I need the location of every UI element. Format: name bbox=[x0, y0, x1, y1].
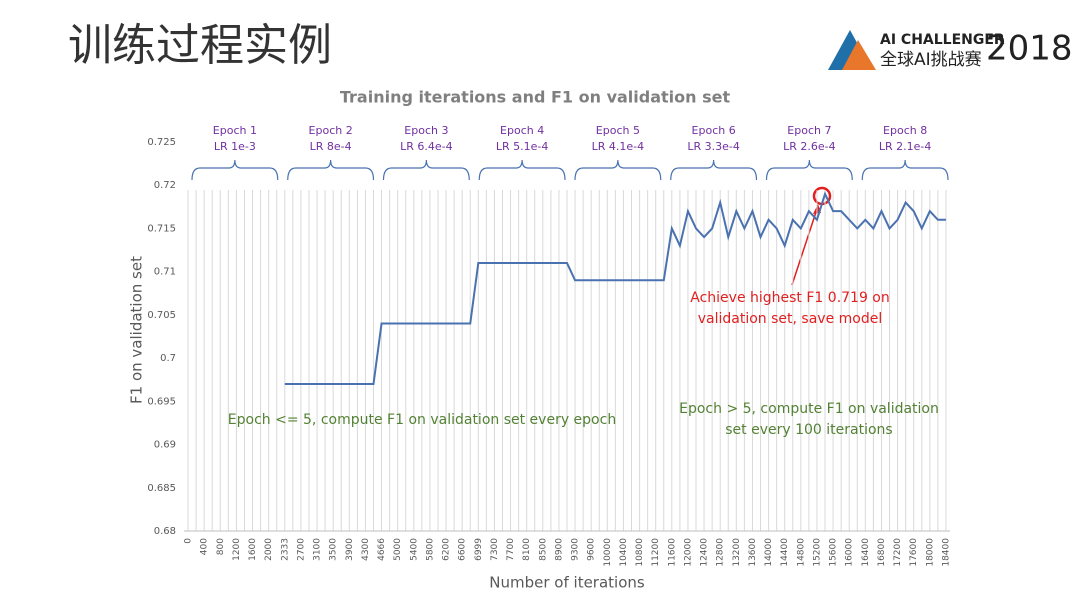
epoch-lr: LR 2.6e-4 bbox=[783, 140, 836, 153]
x-tick-label: 400 bbox=[200, 538, 210, 555]
epoch-brace bbox=[574, 159, 662, 181]
x-tick-label: 11200 bbox=[651, 538, 661, 567]
logo-mark bbox=[842, 40, 876, 70]
y-tick-label: 0.71 bbox=[154, 267, 176, 278]
x-tick-label: 5800 bbox=[425, 538, 435, 561]
x-tick-label: 12400 bbox=[700, 538, 710, 567]
x-tick-label: 16400 bbox=[861, 538, 871, 567]
x-tick-label: 6600 bbox=[458, 538, 468, 561]
x-tick-label: 1600 bbox=[248, 538, 258, 561]
y-axis-label: F1 on validation set bbox=[128, 256, 146, 404]
annotation: Epoch > 5, compute F1 on validation bbox=[679, 401, 939, 417]
epoch-brace bbox=[861, 159, 949, 181]
x-tick-label: 13600 bbox=[748, 538, 758, 567]
data-line bbox=[284, 191, 946, 386]
x-tick-label: 12800 bbox=[716, 538, 726, 567]
x-tick-label: 3900 bbox=[345, 538, 355, 561]
epoch-brace bbox=[478, 159, 566, 181]
x-tick-label: 10000 bbox=[603, 538, 613, 567]
x-tick-label: 9300 bbox=[571, 538, 581, 561]
x-tick-label: 18000 bbox=[925, 538, 935, 567]
slide-title: 训练过程实例 bbox=[68, 20, 332, 71]
epoch-lr: LR 4.1e-4 bbox=[592, 140, 645, 153]
x-tick-label: 4666 bbox=[377, 538, 387, 561]
x-tick-label: 7300 bbox=[490, 538, 500, 561]
epoch-label: Epoch 1 bbox=[213, 124, 257, 137]
x-tick-label: 11600 bbox=[667, 538, 677, 567]
x-tick-label: 6999 bbox=[474, 538, 484, 561]
x-tick-label: 6200 bbox=[442, 538, 452, 561]
y-tick-label: 0.715 bbox=[147, 223, 176, 234]
arrow bbox=[791, 205, 819, 286]
x-tick-label: 5400 bbox=[409, 538, 419, 561]
logo-text: AI CHALLENGER bbox=[880, 32, 1005, 48]
epoch-brace bbox=[287, 159, 375, 181]
x-tick-label: 1200 bbox=[232, 538, 242, 561]
x-tick-label: 17600 bbox=[909, 538, 919, 567]
x-tick-label: 2000 bbox=[264, 538, 274, 561]
x-tick-label: 2700 bbox=[296, 538, 306, 561]
epoch-lr: LR 5.1e-4 bbox=[496, 140, 549, 153]
x-tick-label: 16800 bbox=[877, 538, 887, 567]
x-tick-label: 8900 bbox=[554, 538, 564, 561]
x-tick-label: 8500 bbox=[538, 538, 548, 561]
epoch-label: Epoch 5 bbox=[596, 124, 640, 137]
x-tick-label: 16000 bbox=[845, 538, 855, 567]
epoch-label: Epoch 8 bbox=[883, 124, 927, 137]
x-axis-label: Number of iterations bbox=[489, 574, 645, 592]
x-tick-label: 14000 bbox=[764, 538, 774, 567]
y-tick-label: 0.725 bbox=[147, 137, 176, 148]
y-tick-label: 0.685 bbox=[147, 483, 176, 494]
logo: AI CHALLENGER 全球AI挑战赛 2018 bbox=[828, 29, 1073, 70]
epoch-lr: LR 2.1e-4 bbox=[879, 140, 932, 153]
chart-title: Training iterations and F1 on validation… bbox=[340, 88, 731, 107]
epoch-label: Epoch 3 bbox=[404, 124, 448, 137]
x-tick-label: 15600 bbox=[829, 538, 839, 567]
y-tick-label: 0.69 bbox=[154, 440, 176, 451]
x-tick-label: 5000 bbox=[393, 538, 403, 561]
logo-year: 2018 bbox=[986, 29, 1073, 69]
x-tick-label: 0 bbox=[184, 538, 194, 544]
x-tick-label: 14800 bbox=[796, 538, 806, 567]
epoch-lr: LR 3.3e-4 bbox=[687, 140, 740, 153]
epoch-label: Epoch 2 bbox=[309, 124, 353, 137]
x-tick-label: 3100 bbox=[313, 538, 323, 561]
epoch-brace bbox=[382, 159, 470, 181]
epoch-label: Epoch 6 bbox=[692, 124, 736, 137]
epoch-brace bbox=[765, 159, 853, 181]
logo-text: 全球AI挑战赛 bbox=[880, 49, 982, 70]
x-tick-label: 13200 bbox=[732, 538, 742, 567]
x-tick-label: 14400 bbox=[780, 538, 790, 567]
epoch-lr: LR 1e-3 bbox=[214, 140, 256, 153]
y-tick-label: 0.695 bbox=[147, 396, 176, 407]
annotation: Achieve highest F1 0.719 on bbox=[690, 290, 890, 306]
x-tick-label: 12000 bbox=[683, 538, 693, 567]
epoch-brace bbox=[670, 159, 758, 181]
epoch-lr: LR 6.4e-4 bbox=[400, 140, 453, 153]
epoch-brace bbox=[191, 159, 279, 181]
y-tick-label: 0.68 bbox=[154, 526, 176, 537]
annotation: set every 100 iterations bbox=[725, 422, 892, 438]
x-tick-label: 15200 bbox=[812, 538, 822, 567]
x-tick-label: 10800 bbox=[635, 538, 645, 567]
x-tick-label: 800 bbox=[216, 538, 226, 555]
annotation: validation set, save model bbox=[698, 311, 883, 327]
x-tick-label: 8100 bbox=[522, 538, 532, 561]
x-tick-label: 4300 bbox=[361, 538, 371, 561]
x-tick-label: 9600 bbox=[587, 538, 597, 561]
x-tick-label: 17200 bbox=[893, 538, 903, 567]
x-tick-label: 2333 bbox=[280, 538, 290, 561]
x-tick-label: 18400 bbox=[941, 538, 951, 567]
x-tick-label: 3500 bbox=[329, 538, 339, 561]
epoch-lr: LR 8e-4 bbox=[310, 140, 352, 153]
y-tick-label: 0.705 bbox=[147, 310, 176, 321]
epoch-label: Epoch 7 bbox=[787, 124, 831, 137]
x-tick-label: 7700 bbox=[506, 538, 516, 561]
x-tick-label: 10400 bbox=[619, 538, 629, 567]
y-tick-label: 0.72 bbox=[154, 180, 176, 191]
annotation: Epoch <= 5, compute F1 on validation set… bbox=[228, 412, 616, 428]
y-tick-label: 0.7 bbox=[160, 353, 176, 364]
epoch-label: Epoch 4 bbox=[500, 124, 544, 137]
